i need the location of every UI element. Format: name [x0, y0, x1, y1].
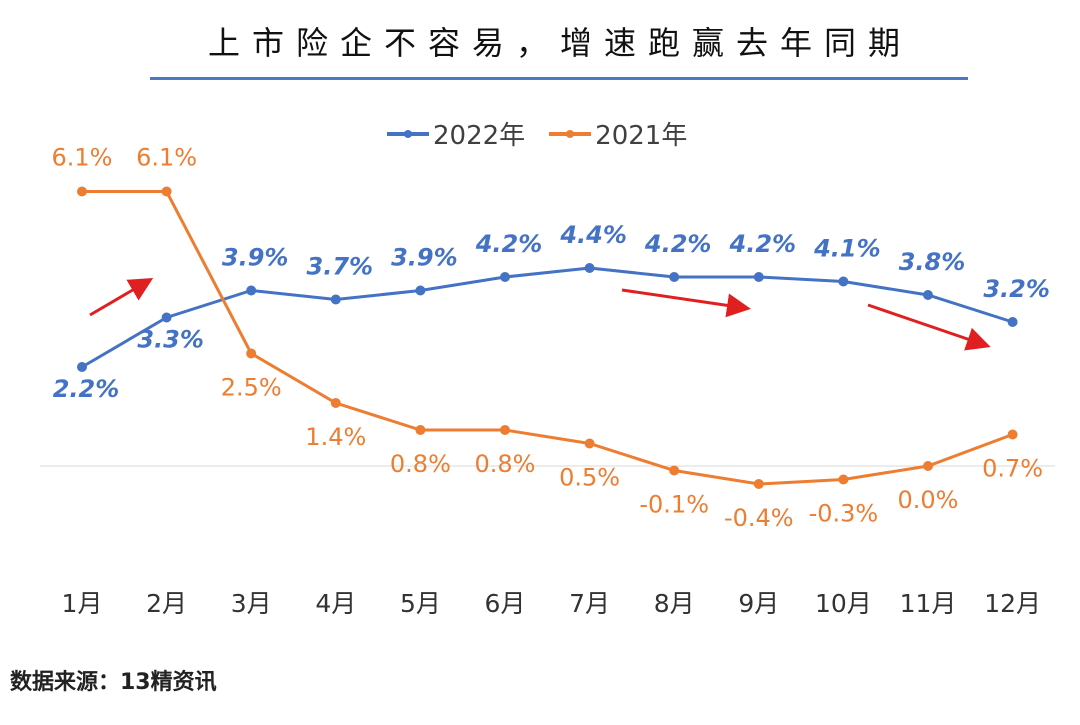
data-label: -0.1% [639, 491, 709, 519]
data-point [1007, 317, 1018, 327]
x-tick-label: 11月 [900, 589, 957, 618]
data-point [584, 263, 595, 273]
data-label: 6.1% [136, 144, 197, 172]
x-tick-label: 1月 [62, 589, 103, 618]
data-point [246, 285, 257, 296]
data-point [330, 398, 341, 408]
data-label: 4.4% [559, 221, 627, 249]
data-point [753, 479, 764, 489]
x-tick-label: 3月 [231, 589, 272, 618]
x-tick-label: 8月 [654, 589, 695, 618]
data-label: 3.9% [222, 244, 289, 272]
chart-title: 上市险企不容易，增速跑赢去年同期 [207, 24, 912, 62]
data-point [246, 348, 257, 359]
x-tick-label: 10月 [815, 589, 872, 618]
data-label: 0.0% [898, 486, 959, 514]
legend-label-2021: 2021年 [595, 121, 688, 151]
data-label: 0.8% [390, 450, 451, 478]
data-label: 4.2% [644, 230, 712, 258]
x-tick-label: 6月 [485, 589, 526, 618]
legend-item-2022: 2022年 [385, 115, 525, 152]
data-point [669, 272, 680, 282]
data-point [161, 312, 172, 323]
data-point [838, 474, 849, 485]
data-label: 3.3% [137, 326, 204, 354]
x-tick-label: 12月 [984, 589, 1041, 618]
data-label: 4.1% [813, 235, 881, 263]
x-tick-label: 9月 [738, 589, 779, 618]
series-line-2022 [81, 266, 1014, 369]
data-point [77, 186, 87, 197]
data-label: 2.5% [221, 374, 282, 402]
data-point [923, 461, 933, 471]
data-source: 数据来源：13精资讯 [10, 670, 217, 695]
x-tick-label: 4月 [315, 589, 356, 618]
data-label: 3.7% [307, 253, 374, 281]
trend-arrow [621, 288, 751, 318]
data-label: 4.2% [729, 230, 797, 258]
data-point [500, 425, 510, 435]
data-label: 2.2% [53, 375, 120, 403]
data-point [77, 362, 87, 372]
data-label: 4.2% [475, 230, 543, 258]
data-label: -0.4% [724, 504, 794, 532]
legend-item-2021: 2021年 [547, 115, 687, 152]
data-label: 1.4% [305, 423, 366, 451]
data-label: 3.9% [391, 244, 458, 272]
trend-arrow [89, 277, 154, 317]
data-point [1007, 429, 1018, 440]
data-label: -0.3% [809, 500, 879, 528]
data-label: 0.7% [982, 455, 1043, 483]
series-line-2021 [82, 190, 1014, 486]
data-point [415, 425, 426, 435]
data-label: 0.5% [559, 464, 620, 492]
data-point [669, 465, 680, 476]
legend-marker-2022 [387, 129, 429, 138]
title-underline [150, 77, 968, 80]
legend: 2022年 2021年 [385, 115, 687, 152]
data-label: 3.2% [983, 275, 1050, 303]
x-tick-label: 2月 [146, 589, 187, 618]
data-point [500, 272, 510, 282]
data-point [330, 294, 341, 305]
legend-label-2022: 2022年 [433, 121, 526, 151]
data-label: 6.1% [52, 144, 113, 172]
data-label: 3.8% [899, 248, 966, 276]
x-tick-label: 5月 [400, 589, 441, 618]
data-label: 0.8% [475, 450, 536, 478]
trend-arrow [867, 303, 991, 351]
x-tick-label: 7月 [569, 589, 610, 618]
data-point [161, 186, 172, 197]
data-point [923, 290, 933, 300]
data-point [838, 276, 849, 287]
data-point [753, 272, 764, 282]
data-point [415, 285, 426, 296]
legend-marker-2021 [549, 129, 592, 138]
data-point [584, 438, 595, 449]
